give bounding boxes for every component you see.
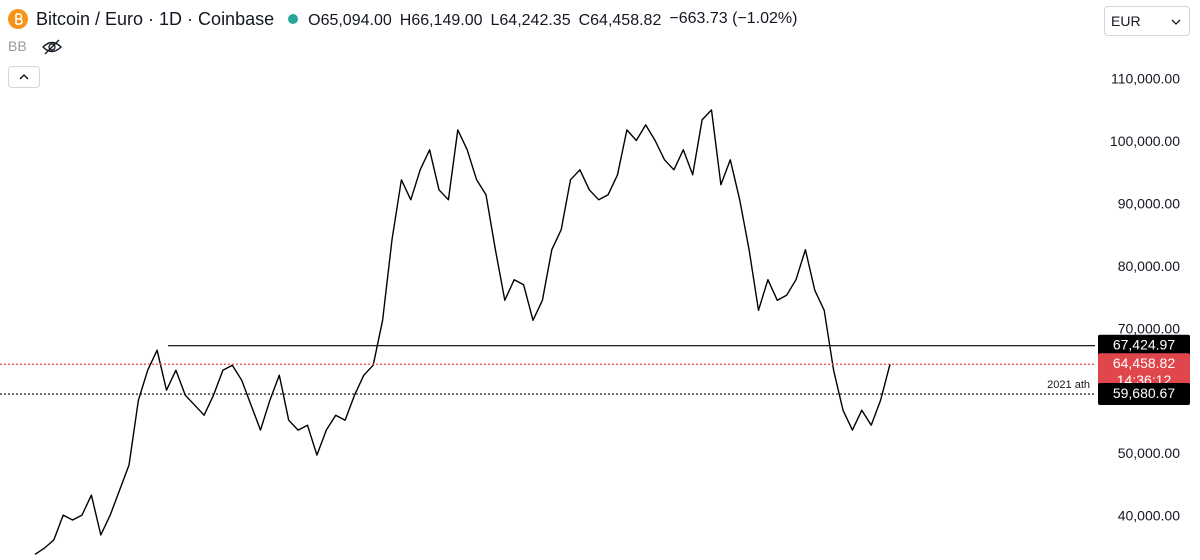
currency[interactable]: EUR <box>1111 13 1141 29</box>
hide-icon[interactable] <box>41 39 63 55</box>
y-tick-label: 40,000.00 <box>1118 508 1180 524</box>
ohlc-value: 65,094.00 <box>320 11 392 29</box>
y-tick-label: 80,000.00 <box>1118 258 1180 274</box>
symbol[interactable]: Bitcoin / Euro · 1D · Coinbase <box>36 8 275 29</box>
ohlc-value: 64,242.35 <box>499 11 571 29</box>
ohlc-value: 66,149.00 <box>411 11 483 29</box>
level-label: 64,458.82 <box>1113 355 1175 371</box>
y-tick-label: 90,000.00 <box>1118 195 1180 211</box>
level-label: 59,680.67 <box>1113 385 1175 401</box>
y-tick-label: 70,000.00 <box>1118 320 1180 336</box>
change: −663.73 (−1.02%) <box>669 10 798 27</box>
coin-icon <box>8 9 28 29</box>
level-label: 67,424.97 <box>1113 336 1175 352</box>
ohlc-item: H66,149.00 <box>400 12 483 29</box>
ohlc-item: C64,458.82 <box>579 12 662 29</box>
ohlc-item: O65,094.00 <box>308 12 392 29</box>
ohlc-item: L64,242.35 <box>491 12 571 29</box>
header: Bitcoin / Euro · 1D · Coinbase O65,094.0… <box>8 6 797 32</box>
level-label-box <box>1098 334 1190 357</box>
collapse-button[interactable] <box>8 66 40 88</box>
ohlc-key: H <box>399 11 412 29</box>
y-tick-label: 100,000.00 <box>1110 133 1180 149</box>
indicator-name[interactable]: BB <box>8 38 27 54</box>
indicator[interactable]: BB <box>8 38 63 55</box>
ohlc-key: C <box>578 11 591 29</box>
level-note: 2021 ath <box>1047 379 1090 391</box>
status-dot <box>288 14 299 24</box>
ohlc: O65,094.00 H66,149.00 L64,242.35 C64,458.82 <box>308 9 669 30</box>
ohlc-value: 64,458.82 <box>590 11 662 29</box>
level-label-box <box>1098 383 1190 406</box>
currency-select[interactable]: EUR <box>1104 6 1190 36</box>
chevron <box>19 73 29 80</box>
y-tick-label: 110,000.00 <box>1111 71 1180 87</box>
caret <box>1171 19 1181 25</box>
ohlc-key: O <box>308 11 321 29</box>
ohlc-key: L <box>490 11 500 29</box>
price-line <box>34 109 891 555</box>
y-tick-label: 50,000.00 <box>1118 445 1180 461</box>
